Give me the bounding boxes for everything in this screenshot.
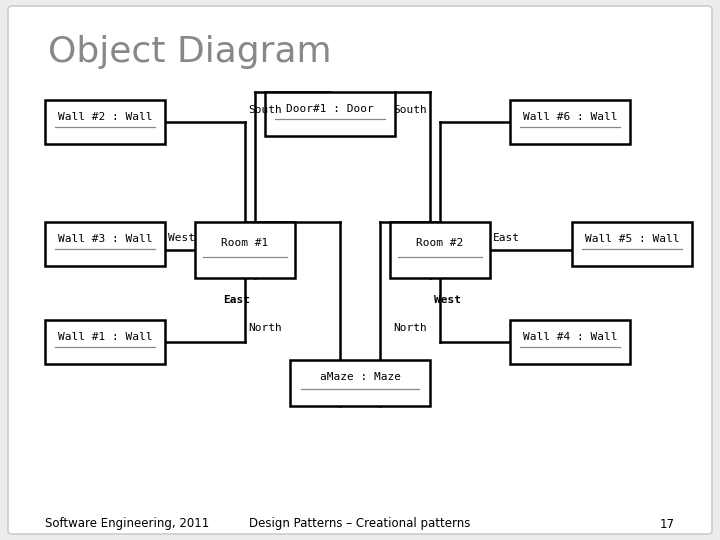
- Bar: [195, 222, 295, 278]
- Bar: [45, 320, 165, 364]
- Text: Room #1: Room #1: [221, 238, 269, 248]
- Text: North: North: [393, 323, 427, 333]
- Text: Room #2: Room #2: [416, 238, 464, 248]
- Text: South: South: [248, 105, 282, 115]
- Text: North: North: [248, 323, 282, 333]
- Bar: [45, 222, 165, 266]
- Bar: [265, 92, 395, 136]
- Text: 17: 17: [660, 517, 675, 530]
- Text: Wall #1 : Wall: Wall #1 : Wall: [58, 332, 152, 342]
- Text: Design Patterns – Creational patterns: Design Patterns – Creational patterns: [249, 517, 471, 530]
- Text: aMaze : Maze: aMaze : Maze: [320, 373, 400, 382]
- Text: Wall #4 : Wall: Wall #4 : Wall: [523, 332, 617, 342]
- FancyBboxPatch shape: [8, 6, 712, 534]
- Text: South: South: [393, 105, 427, 115]
- Text: Wall #5 : Wall: Wall #5 : Wall: [585, 234, 679, 244]
- Text: Object Diagram: Object Diagram: [48, 35, 332, 69]
- Text: Door#1 : Door: Door#1 : Door: [286, 104, 374, 114]
- Text: East: East: [223, 295, 250, 305]
- Text: Wall #2 : Wall: Wall #2 : Wall: [58, 112, 152, 122]
- Bar: [45, 100, 165, 144]
- Text: West: West: [168, 233, 195, 243]
- Bar: [510, 320, 630, 364]
- Bar: [572, 222, 692, 266]
- Bar: [510, 100, 630, 144]
- Text: West: West: [434, 295, 461, 305]
- Bar: [390, 222, 490, 278]
- Text: Software Engineering, 2011: Software Engineering, 2011: [45, 517, 210, 530]
- Text: Wall #6 : Wall: Wall #6 : Wall: [523, 112, 617, 122]
- Text: East: East: [493, 233, 520, 243]
- Bar: [290, 360, 430, 406]
- Text: Wall #3 : Wall: Wall #3 : Wall: [58, 234, 152, 244]
